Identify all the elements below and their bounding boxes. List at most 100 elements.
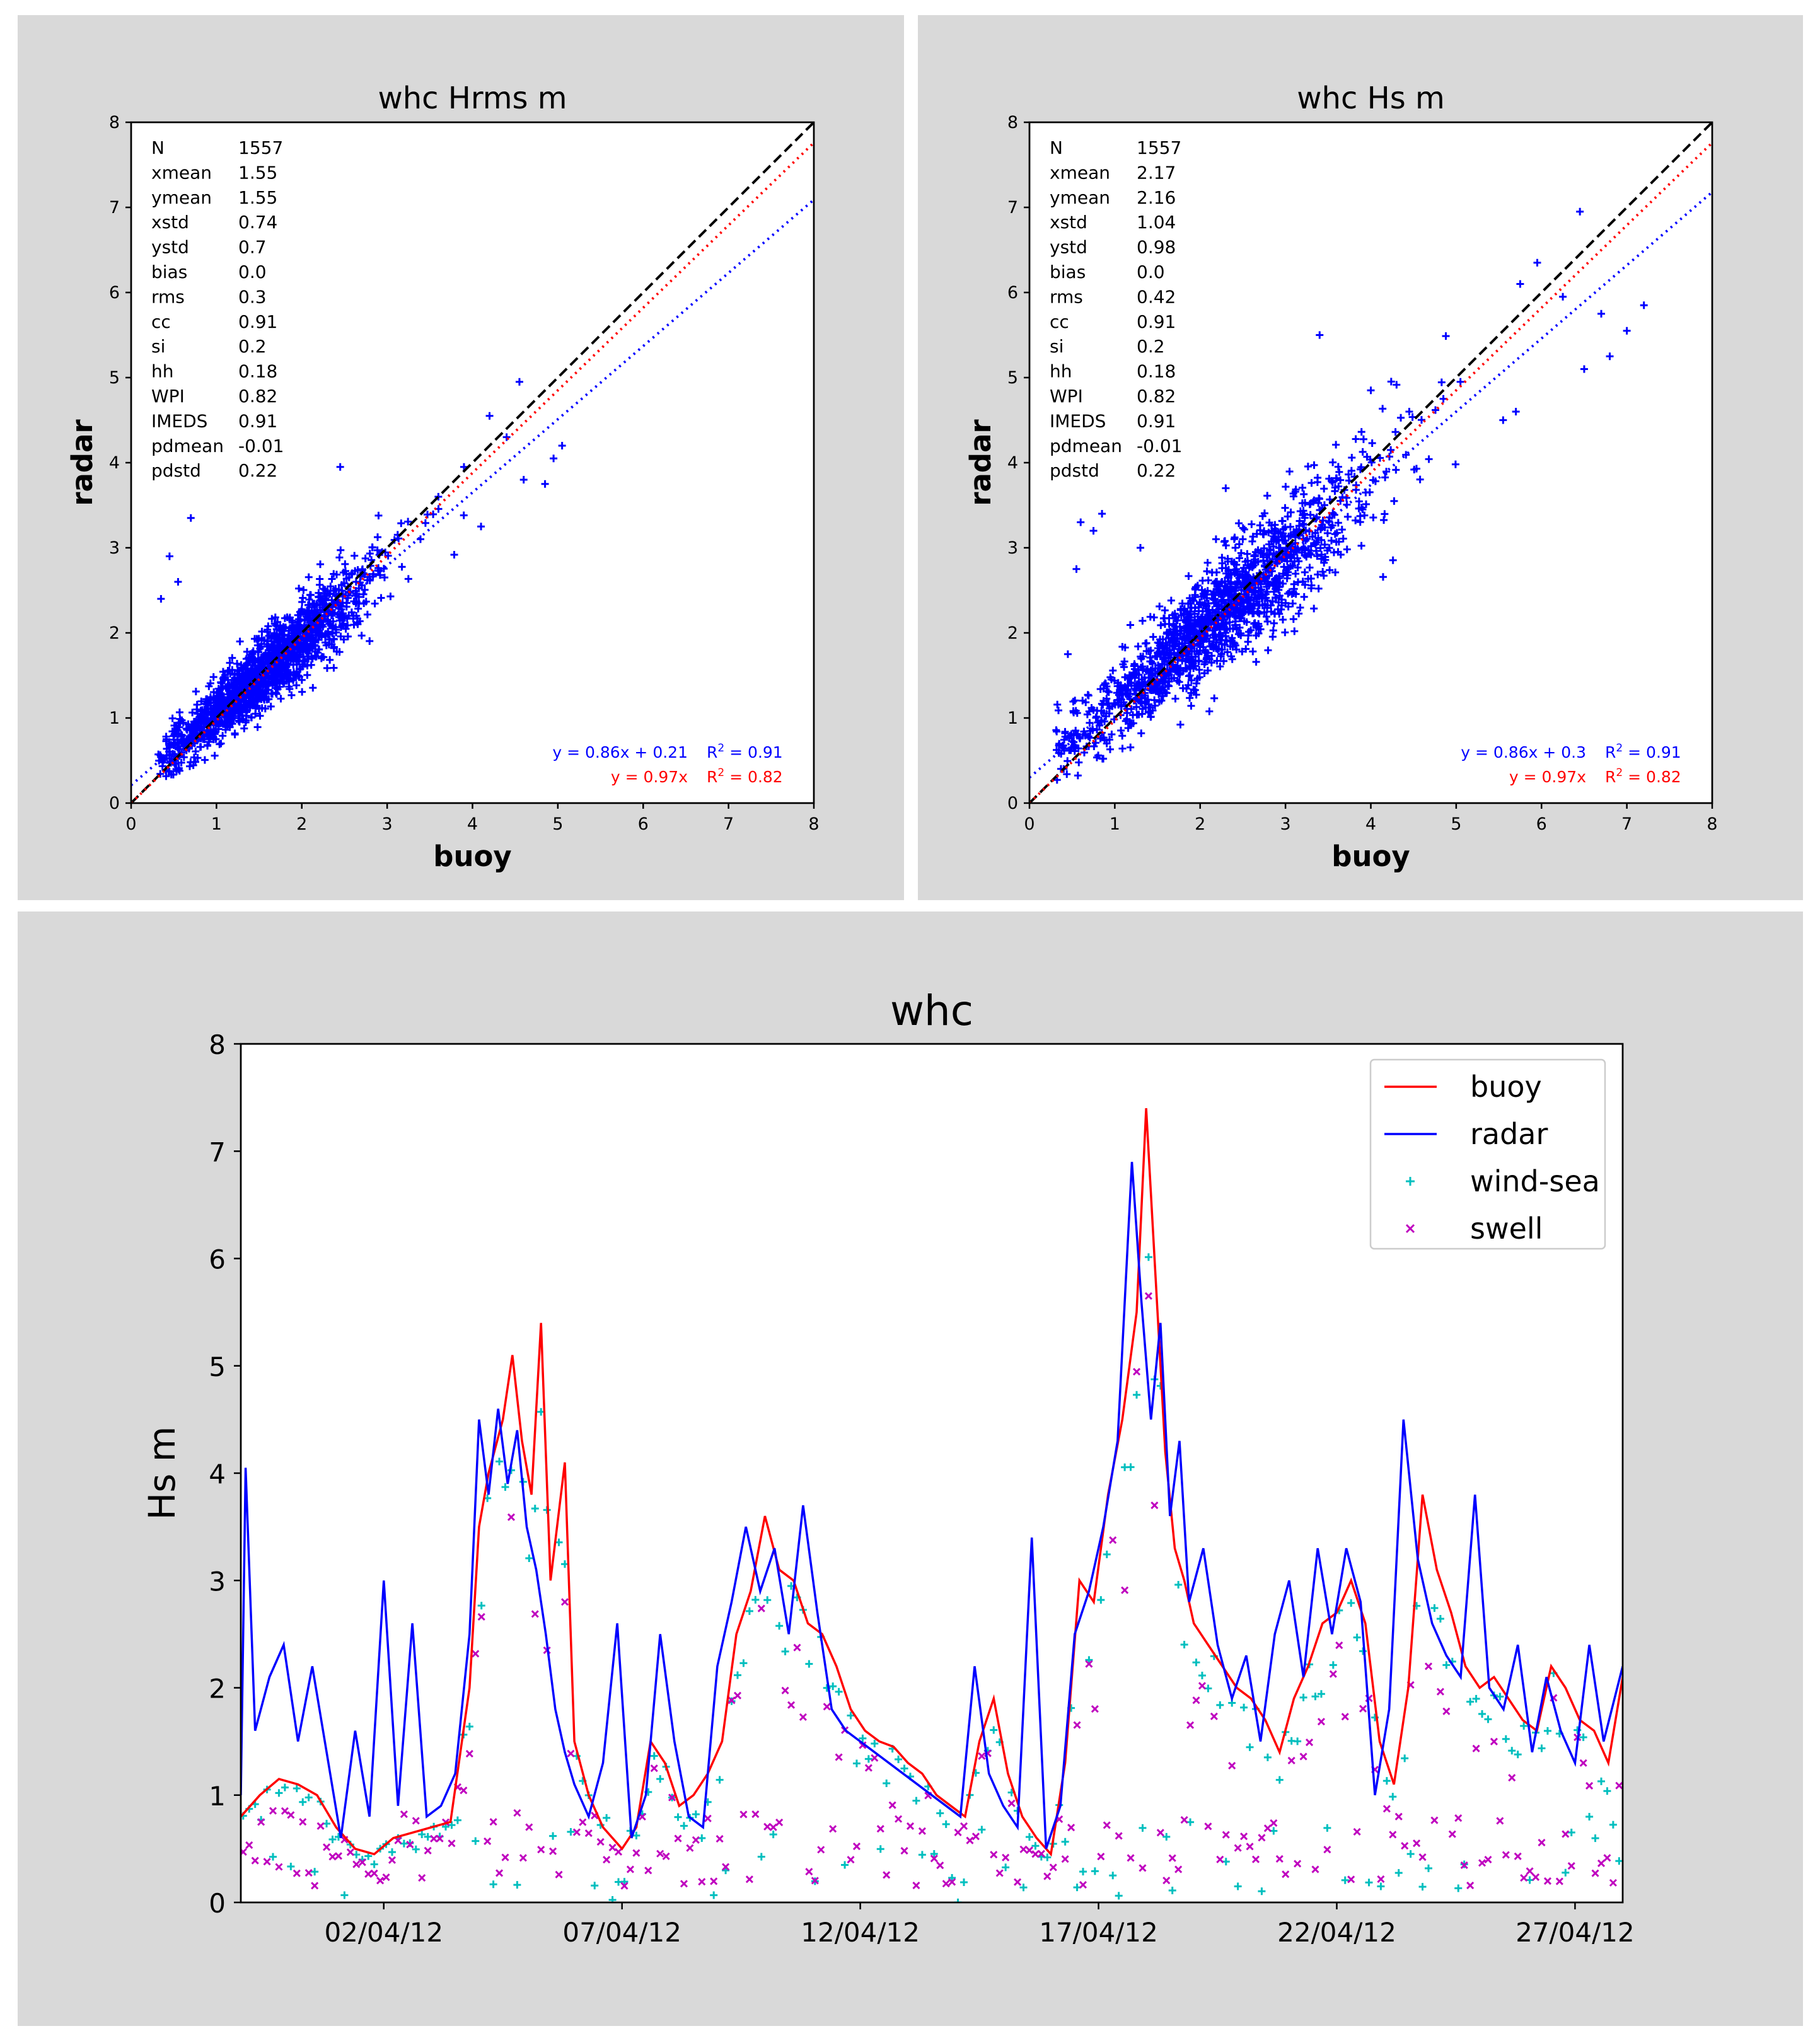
wind-sea-point [1091, 1867, 1099, 1875]
data-point [1162, 689, 1171, 697]
data-point [1258, 592, 1266, 600]
swell-point [918, 1827, 926, 1835]
y-tick-label: 1 [1007, 709, 1018, 728]
data-point [1294, 564, 1302, 572]
data-point [188, 709, 197, 717]
swell-point [1526, 1867, 1534, 1875]
fit-equation-red: y = 0.97x [611, 768, 688, 786]
wind-sea-point [990, 1726, 998, 1734]
wind-sea-point [1133, 1391, 1141, 1399]
swell-point [1401, 1842, 1409, 1850]
data-point [303, 671, 311, 679]
data-point [357, 632, 366, 640]
wind-sea-point [769, 1831, 777, 1839]
x-tick-label: 8 [1707, 814, 1717, 834]
data-point [1208, 569, 1216, 577]
data-point [1210, 599, 1218, 607]
data-point [416, 535, 424, 543]
data-point [170, 732, 178, 740]
data-point-outlier [1456, 378, 1464, 386]
data-point [1221, 589, 1229, 597]
data-point [330, 643, 338, 651]
data-point [327, 622, 335, 630]
data-point [1263, 613, 1270, 621]
data-point [1147, 713, 1155, 721]
swell-point [888, 1801, 896, 1809]
data-point [1132, 703, 1140, 711]
y-tick-label: 3 [1007, 538, 1018, 558]
data-point [1127, 678, 1135, 686]
data-point [319, 622, 327, 630]
wind-sea-point [412, 1845, 420, 1853]
wind-sea-point [489, 1880, 497, 1889]
wind-sea-point [1258, 1887, 1266, 1895]
data-point [1228, 634, 1236, 642]
data-point-outlier [519, 476, 528, 483]
data-point [248, 714, 256, 722]
data-point [1173, 634, 1181, 642]
legend-swatch-wind-sea [1406, 1177, 1415, 1186]
y-tick-label: 5 [1007, 368, 1018, 388]
data-point [1348, 454, 1356, 462]
data-point [1198, 593, 1206, 601]
data-point [1359, 435, 1367, 443]
y-tick-label: 7 [109, 198, 120, 217]
y-tick-label: 3 [109, 538, 120, 558]
data-point [1195, 666, 1203, 674]
data-point [1237, 629, 1245, 637]
swell-point [936, 1861, 944, 1870]
data-point [1053, 700, 1062, 709]
data-point [209, 736, 217, 744]
data-point [362, 598, 370, 606]
swell-point [1115, 1832, 1123, 1840]
wind-sea-point [656, 1775, 664, 1783]
data-point [359, 590, 368, 598]
data-point [1161, 648, 1169, 656]
data-point [1368, 439, 1376, 447]
data-point [1306, 564, 1314, 572]
data-point [296, 608, 304, 616]
swell-point [299, 1818, 307, 1826]
r2-symbol: R [707, 743, 717, 761]
data-point [1237, 583, 1246, 591]
data-point [300, 643, 308, 651]
data-point [1235, 540, 1243, 548]
wind-sea-point [1478, 1710, 1487, 1718]
wind-sea-point [1538, 1744, 1546, 1752]
data-point [231, 729, 239, 738]
data-point [1284, 512, 1292, 521]
wind-sea-point [608, 1896, 617, 1902]
data-point [1317, 555, 1325, 563]
data-point [298, 676, 306, 684]
data-point-outlier [1580, 365, 1588, 373]
data-point [1277, 529, 1285, 537]
data-point [1100, 681, 1108, 689]
swell-point [316, 1822, 325, 1830]
swell-point [1246, 1843, 1254, 1851]
data-point [211, 751, 219, 760]
data-point [1290, 557, 1299, 565]
swell-point [1216, 1855, 1224, 1863]
data-point-outlier [477, 523, 485, 531]
wind-sea-point [1103, 1550, 1111, 1558]
x-tick-label: 17/04/12 [1039, 1917, 1158, 1948]
swell-point [1168, 1854, 1176, 1862]
y-tick-label: 6 [109, 283, 120, 303]
swell-point [549, 1847, 557, 1855]
data-point [1310, 461, 1318, 469]
wind-sea-point [757, 1853, 765, 1861]
data-point [251, 635, 259, 643]
data-point [1162, 630, 1171, 638]
swell-point [871, 1754, 879, 1762]
stat-value: 0.18 [1137, 361, 1176, 382]
data-point [342, 603, 351, 611]
chart-title: whc Hrms m [378, 81, 567, 116]
data-point [291, 655, 299, 663]
stat-label: rms [151, 286, 185, 307]
wind-sea-point [1031, 1842, 1040, 1850]
wind-sea-point [311, 1868, 319, 1876]
wind-sea-point [876, 1845, 884, 1853]
data-point [395, 535, 403, 543]
wind-sea-point [424, 1832, 432, 1841]
data-point [374, 533, 382, 541]
